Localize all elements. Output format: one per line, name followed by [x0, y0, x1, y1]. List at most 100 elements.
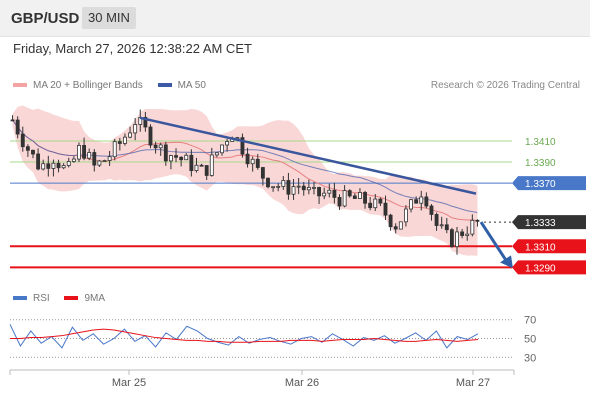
candle-body	[358, 192, 362, 199]
candle-body	[337, 197, 342, 207]
candle-body	[194, 164, 199, 172]
bollinger-band-layer	[12, 105, 478, 256]
candle-body	[434, 214, 439, 226]
level-label-pivot: 1.3370	[525, 179, 556, 190]
candle-body	[388, 214, 393, 228]
candle-body	[41, 163, 46, 170]
candle-body	[301, 185, 306, 191]
candle-body	[475, 219, 480, 222]
rsi-tick-label: 50	[524, 334, 536, 346]
levels-layer	[10, 140, 512, 269]
candle-body	[220, 144, 224, 154]
candle-body	[429, 205, 434, 215]
candle-body	[260, 167, 265, 179]
candle-body	[56, 162, 61, 169]
candle-body	[439, 224, 444, 227]
candle-body	[163, 144, 168, 162]
candle-body	[266, 177, 270, 188]
level-tag-pivot	[512, 176, 586, 191]
level-label-support: 1.3310	[525, 242, 556, 253]
credit-text: Research © 2026 Trading Central	[430, 80, 580, 91]
candle-body	[352, 195, 357, 199]
candle-body	[61, 165, 66, 169]
level-tag-support	[512, 260, 586, 275]
candle-body	[107, 156, 112, 161]
rsi-line	[9, 324, 479, 349]
candle-body	[373, 198, 378, 209]
candle-body	[393, 226, 398, 230]
candle-body	[409, 199, 413, 210]
candle-body	[291, 186, 296, 195]
candle-body	[347, 190, 352, 197]
candle-body	[31, 149, 35, 155]
candle-body	[174, 155, 178, 158]
candle-body	[66, 161, 71, 166]
candle-body	[214, 152, 219, 156]
candle-body	[342, 190, 347, 207]
ma20-swatch	[13, 83, 27, 88]
time-axis-label: Mar 27	[456, 377, 490, 389]
candle-body	[25, 146, 30, 151]
candle-body	[444, 224, 449, 231]
projection-arrow-line	[479, 221, 510, 265]
ma50-legend-label: MA 50	[177, 80, 206, 91]
candle-body	[322, 192, 327, 197]
level-label-support: 1.3290	[525, 263, 556, 274]
candle-body	[179, 156, 184, 161]
candle-body	[398, 221, 403, 230]
ma20-legend-label: MA 20 + Bollinger Bands	[33, 80, 143, 91]
candle-body	[51, 162, 56, 169]
candle-body	[97, 160, 102, 166]
candle-body	[128, 132, 132, 138]
candle-body	[148, 126, 153, 146]
candle-body	[199, 164, 204, 167]
candle-body	[327, 189, 332, 194]
candle-body	[250, 158, 255, 165]
candle-body	[184, 154, 189, 161]
bollinger-band	[12, 105, 478, 256]
rsi-tick-label: 30	[524, 352, 536, 364]
candle-body	[143, 116, 148, 128]
candle-body	[414, 199, 419, 204]
candle-body	[240, 137, 245, 155]
candle-body	[271, 186, 276, 189]
rsi-legend: RSI 9MA	[13, 293, 105, 304]
candle-body	[168, 155, 173, 162]
candle-body	[286, 180, 291, 195]
candle-body	[255, 158, 260, 168]
candle-body	[424, 196, 429, 207]
candle-body	[276, 185, 281, 188]
candle-body	[363, 192, 367, 204]
symbol-label: GBP/USD	[11, 10, 80, 27]
candle-body	[209, 154, 214, 176]
rsi-legend-label: RSI	[33, 293, 50, 304]
candle-body	[10, 119, 15, 122]
price-legend: MA 20 + Bollinger Bands MA 50	[13, 80, 206, 91]
level-label-last: 1.3333	[525, 218, 556, 229]
candle-body	[189, 154, 194, 172]
candle-body	[225, 141, 230, 146]
candle-body	[449, 229, 454, 248]
candle-body	[20, 133, 25, 148]
candle-body	[15, 119, 20, 135]
rsi-ma-line	[10, 328, 479, 343]
candle-body	[112, 141, 117, 158]
timeframe-button[interactable]: 30 MIN	[82, 7, 136, 29]
ma50-swatch	[157, 83, 172, 88]
candle-body	[36, 153, 41, 170]
candle-body	[296, 185, 301, 188]
time-axis-layer: Mar 25 Mar 26 Mar 27	[9, 369, 515, 389]
candle-body	[204, 165, 209, 176]
candle-body	[82, 145, 87, 159]
candle-body	[245, 153, 250, 165]
candle-body	[46, 163, 51, 169]
candle-body	[378, 198, 383, 204]
candle-body	[383, 202, 388, 216]
candle-body	[133, 124, 138, 134]
candle-body	[281, 180, 286, 187]
candle-body	[368, 202, 373, 209]
candle-body	[71, 158, 76, 162]
candle-body	[117, 141, 122, 144]
chart-header: GBP/USD 30 MIN	[0, 0, 590, 37]
